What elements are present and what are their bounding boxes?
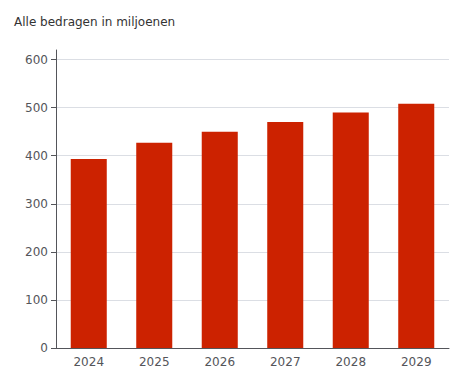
svg-text:100: 100 [25,293,48,307]
svg-text:Alle bedragen in miljoenen: Alle bedragen in miljoenen [14,15,175,29]
svg-text:2026: 2026 [204,355,235,369]
svg-text:200: 200 [25,245,48,259]
svg-text:2025: 2025 [139,355,170,369]
svg-text:0: 0 [40,341,48,355]
svg-text:2029: 2029 [401,355,432,369]
svg-text:2024: 2024 [73,355,104,369]
svg-text:500: 500 [25,101,48,115]
svg-text:400: 400 [25,149,48,163]
svg-text:2028: 2028 [335,355,366,369]
svg-text:2027: 2027 [270,355,301,369]
svg-text:600: 600 [25,53,48,67]
svg-text:300: 300 [25,197,48,211]
